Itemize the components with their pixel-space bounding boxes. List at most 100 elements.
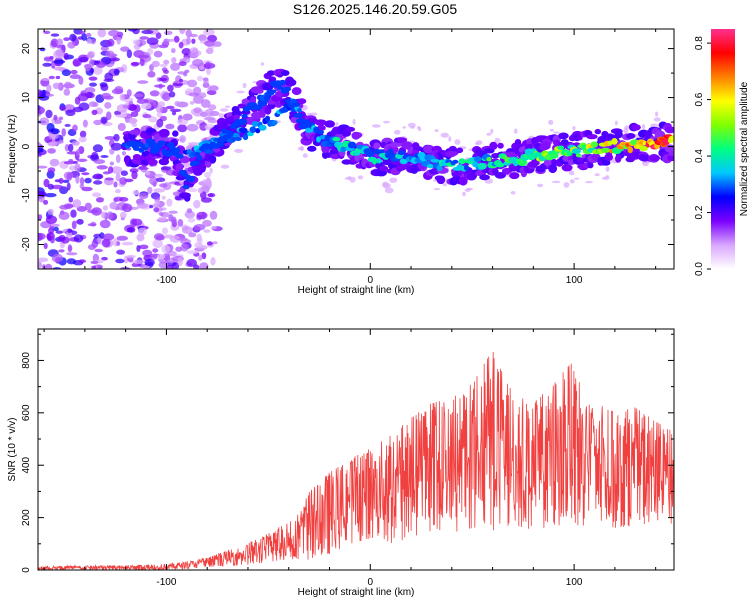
noise-blob [87,209,99,214]
noise-blob [152,239,163,249]
ridge-blob [180,169,188,177]
y-tick-label: 400 [21,456,32,473]
chart-title: S126.2025.146.20.59.G05 [292,1,458,17]
noise-blob [402,126,406,129]
noise-blob [63,37,70,41]
ridge-blob [190,160,201,166]
noise-blob [91,265,96,269]
ridge-halo [604,153,614,161]
noise-blob [177,219,184,227]
y-tick-label: -20 [21,237,32,252]
noise-blob [159,183,168,188]
noise-blob [156,118,164,128]
noise-blob [119,177,128,185]
noise-blob [45,215,58,224]
noise-blob [93,180,103,185]
noise-blob [207,118,218,124]
noise-blob [234,148,244,153]
ridge-blob [347,141,357,149]
noise-blob [209,210,218,220]
noise-blob [623,127,629,134]
noise-blob [138,193,149,199]
noise-blob [108,29,120,37]
noise-blob [180,243,189,252]
snr-chart: -100 0 100 0 200 400 600 800 Height of straight … [7,328,675,598]
ridge-blob [611,138,618,145]
noise-blob [178,61,187,66]
noise-blob [335,122,339,126]
noise-blob [105,111,112,121]
noise-blob [171,262,180,269]
ridge-peak [607,141,613,145]
noise-blob [38,165,48,169]
noise-blob [133,93,143,98]
ridge-blob [472,161,479,168]
noise-blob [126,49,133,59]
noise-blob [110,142,123,151]
noise-blob [208,104,217,111]
noise-blob [105,50,115,58]
noise-blob [87,223,97,227]
noise-blob [115,258,125,264]
noise-blob [117,123,126,131]
ridge-blob [223,134,231,140]
noise-blob [47,167,56,173]
noise-blob [172,82,184,86]
y-tick-label: 600 [21,404,32,421]
noise-blob [174,100,181,107]
noise-blob [64,81,72,89]
noise-blob [178,78,184,83]
noise-blob [116,241,121,246]
noise-blob [137,54,149,59]
noise-blob [162,92,171,102]
noise-blob [46,84,52,93]
noise-blob [93,159,106,165]
noise-blob [198,255,203,261]
noise-blob [139,58,145,67]
noise-blob [168,210,178,214]
noise-blob [148,116,157,123]
noise-blob [179,135,187,143]
ridge-blob [463,164,470,171]
colorbar-tick-label: 0.8 [694,36,705,50]
noise-blob [393,129,401,135]
noise-blob [442,183,448,187]
ridge-blob [293,112,303,118]
branch-blob [251,121,259,127]
ridge-blob [436,164,443,171]
ridge-blob [639,145,648,152]
noise-blob [352,118,356,125]
noise-blob [102,233,115,241]
noise-blob [149,204,154,209]
ridge-blob [430,158,440,163]
noise-blob [357,175,364,180]
noise-blob [81,186,93,192]
noise-blob [655,111,659,117]
noise-blob [120,46,130,52]
ridge-peak [659,137,665,141]
noise-blob [96,197,104,203]
ridge-halo [172,130,179,137]
noise-blob [77,93,89,102]
ridge-halo [345,126,356,132]
ridge-blob [196,155,203,161]
noise-blob [208,193,216,198]
ridge-peak [656,140,662,144]
noise-blob [38,257,49,263]
noise-blob [107,166,114,174]
noise-blob [260,62,265,66]
ridge-blob [397,150,406,155]
ridge-halo [285,78,297,87]
ridge-blob [662,138,670,146]
branch-blob [272,120,278,125]
noise-blob [448,136,452,142]
spectrogram-frame [37,28,675,270]
ridge-halo [489,141,498,150]
noise-blob [155,177,166,182]
ridge-blob [399,158,408,165]
noise-blob [68,143,74,152]
noise-blob [178,41,184,49]
noise-blob [86,38,92,45]
noise-blob [161,195,166,200]
